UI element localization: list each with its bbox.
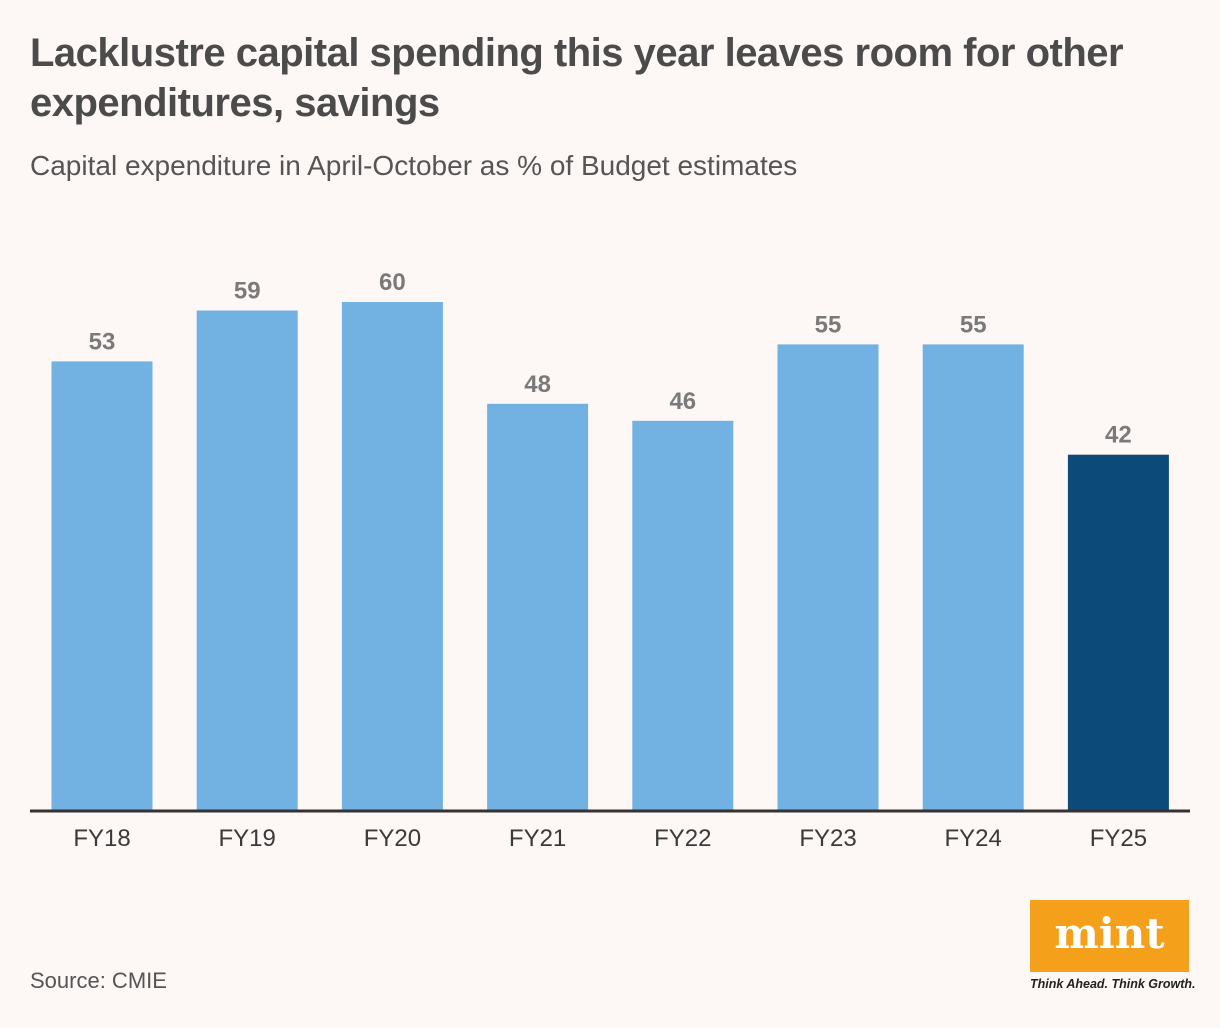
value-label-fy18: 53 xyxy=(89,328,116,355)
mint-tagline: Think Ahead. Think Growth. xyxy=(1030,977,1196,991)
x-tick-label-fy25: FY25 xyxy=(1090,825,1147,852)
x-tick-label-fy21: FY21 xyxy=(509,825,566,852)
value-label-fy22: 46 xyxy=(669,388,696,415)
mint-logo: mint xyxy=(1030,900,1189,972)
bar-fy21 xyxy=(487,403,589,811)
bar-fy25 xyxy=(1067,454,1169,811)
bar-fy23 xyxy=(777,344,879,811)
bar-fy19 xyxy=(196,310,298,811)
x-tick-label-fy20: FY20 xyxy=(364,825,421,852)
value-label-fy23: 55 xyxy=(815,311,842,338)
mint-logo-text: mint xyxy=(1054,909,1165,958)
value-label-fy19: 59 xyxy=(234,278,261,305)
chart-subtitle: Capital expenditure in April-October as … xyxy=(30,150,798,181)
bar-fy18 xyxy=(51,361,153,811)
bar-fy20 xyxy=(341,302,443,811)
x-tick-label-fy19: FY19 xyxy=(219,825,276,852)
x-tick-label-fy24: FY24 xyxy=(945,825,1002,852)
bar-fy22 xyxy=(632,420,734,811)
x-tick-label-fy18: FY18 xyxy=(73,825,130,852)
value-label-fy25: 42 xyxy=(1105,422,1132,449)
x-tick-label-fy23: FY23 xyxy=(799,825,856,852)
x-tick-label-fy22: FY22 xyxy=(654,825,711,852)
bar-fy24 xyxy=(922,344,1024,811)
value-label-fy20: 60 xyxy=(379,269,406,296)
source-note: Source: CMIE xyxy=(30,968,167,993)
value-label-fy24: 55 xyxy=(960,311,987,338)
chart-title: Lacklustre capital spending this year le… xyxy=(30,31,1124,125)
value-label-fy21: 48 xyxy=(524,371,551,398)
